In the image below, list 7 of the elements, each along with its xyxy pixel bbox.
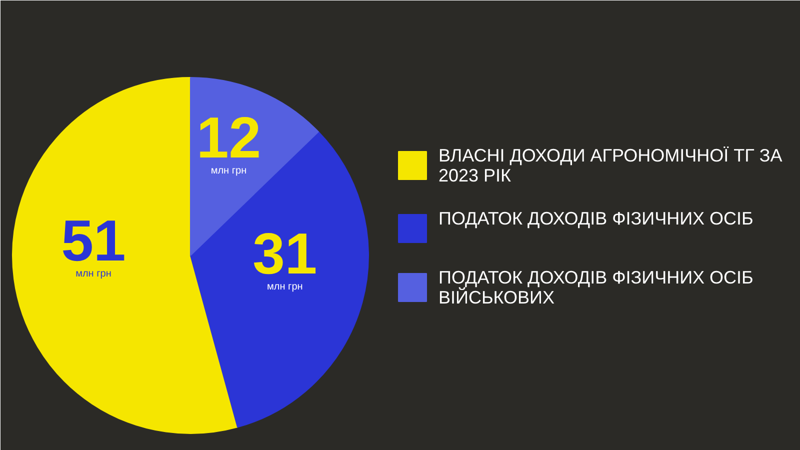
legend-label: ПОДАТОК ДОХОДІВ ФІЗИЧНИХ ОСІБ (438, 208, 754, 228)
data-label: 51 млн грн (61, 208, 126, 280)
legend-label: ВЛАСНІ ДОХОДИ АГРОНОМІЧНОЇ ТГ ЗА 2023 РІК (438, 146, 782, 186)
category-label: ВІЙСЬКОВИХ (438, 288, 554, 308)
data-label: 31 млн грн (252, 221, 318, 292)
slice-label: ПОДАТОК ДОХОДІВ ФІЗИЧНИХ ОСІБ (438, 268, 754, 288)
data-label: 12 млн грн (196, 105, 261, 176)
